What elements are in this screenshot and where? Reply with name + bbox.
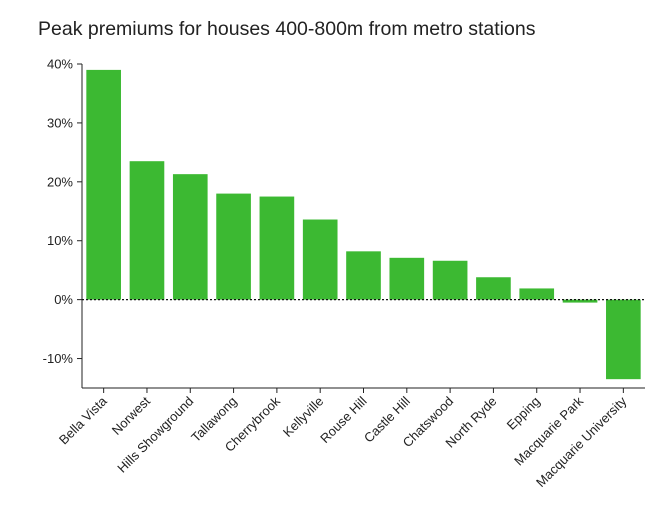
bar-bella-vista (86, 69, 121, 300)
bar-north-ryde (476, 277, 511, 300)
bar-tallawong (216, 193, 251, 300)
bar-macquarie-university (606, 299, 641, 380)
y-tick-label: 10% (47, 233, 73, 248)
bar-kellyville (302, 219, 338, 300)
x-tick-label: Norwest (109, 393, 154, 438)
bar-rouse-hill (346, 251, 381, 300)
bar-hills-showground (172, 174, 208, 300)
bar-chatswood (432, 260, 468, 300)
y-tick-label: 30% (47, 115, 73, 130)
x-tick-label: Hills Showground (114, 394, 196, 476)
bar-epping (519, 288, 555, 300)
bar-macquarie-park (562, 299, 598, 303)
x-tick-label: Epping (504, 394, 543, 433)
chart-title: Peak premiums for houses 400-800m from m… (38, 18, 536, 40)
bar-castle-hill (389, 257, 425, 300)
y-tick-label: 40% (47, 57, 73, 72)
y-tick-label: -10% (43, 351, 74, 366)
axes-group (77, 63, 645, 393)
bars-group (86, 69, 641, 380)
y-tick-label: 0% (54, 292, 73, 307)
bar-cherrybrook (259, 196, 295, 300)
x-tick-label: Rouse Hill (317, 393, 370, 446)
bar-norwest (129, 161, 165, 300)
y-tick-label: 20% (47, 174, 73, 189)
x-tick-label: Bella Vista (56, 393, 110, 447)
